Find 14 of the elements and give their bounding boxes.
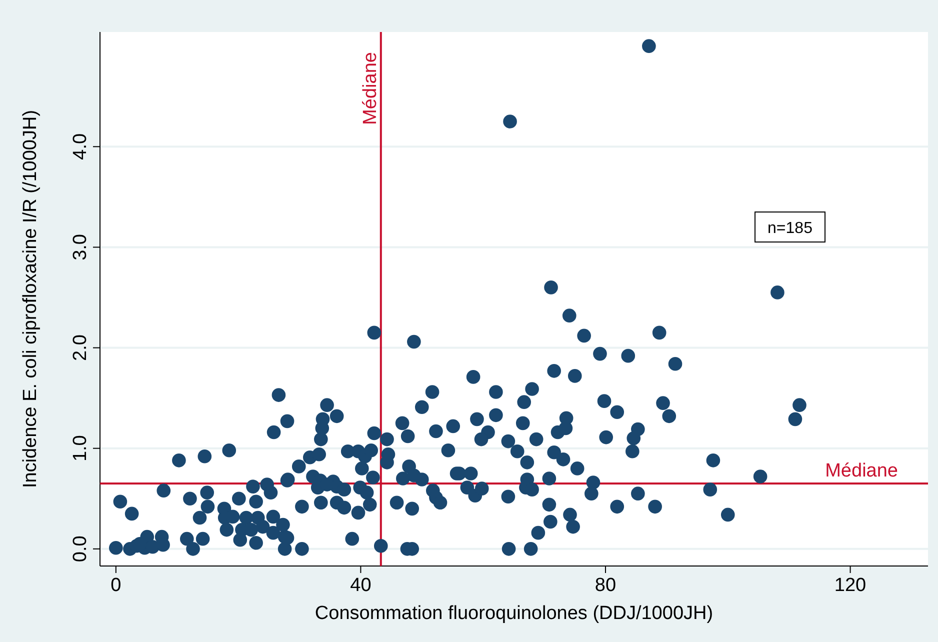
annotation: n=185 <box>768 220 813 237</box>
x-tick-label: 80 <box>594 575 616 596</box>
y-axis-title: Incidence E. coli ciprofloxacine I/R (/1000JH) <box>20 110 41 488</box>
x-tick-label: 120 <box>834 575 866 596</box>
x-tick-label: 0 <box>110 575 122 596</box>
ref-line-label: Médiane <box>360 52 381 125</box>
y-tick-label: 4.0 <box>70 133 91 160</box>
y-tick-label: 0.0 <box>70 536 91 562</box>
y-tick-label: 3.0 <box>70 234 91 260</box>
y-tick-label: 1.0 <box>70 435 91 462</box>
y-tick-label: 2.0 <box>70 334 91 361</box>
x-axis-title: Consommation fluoroquinolones (DDJ/1000JH) <box>314 603 714 624</box>
ref-line-label: Médiane <box>825 460 898 482</box>
x-tick-label: 40 <box>350 575 372 596</box>
